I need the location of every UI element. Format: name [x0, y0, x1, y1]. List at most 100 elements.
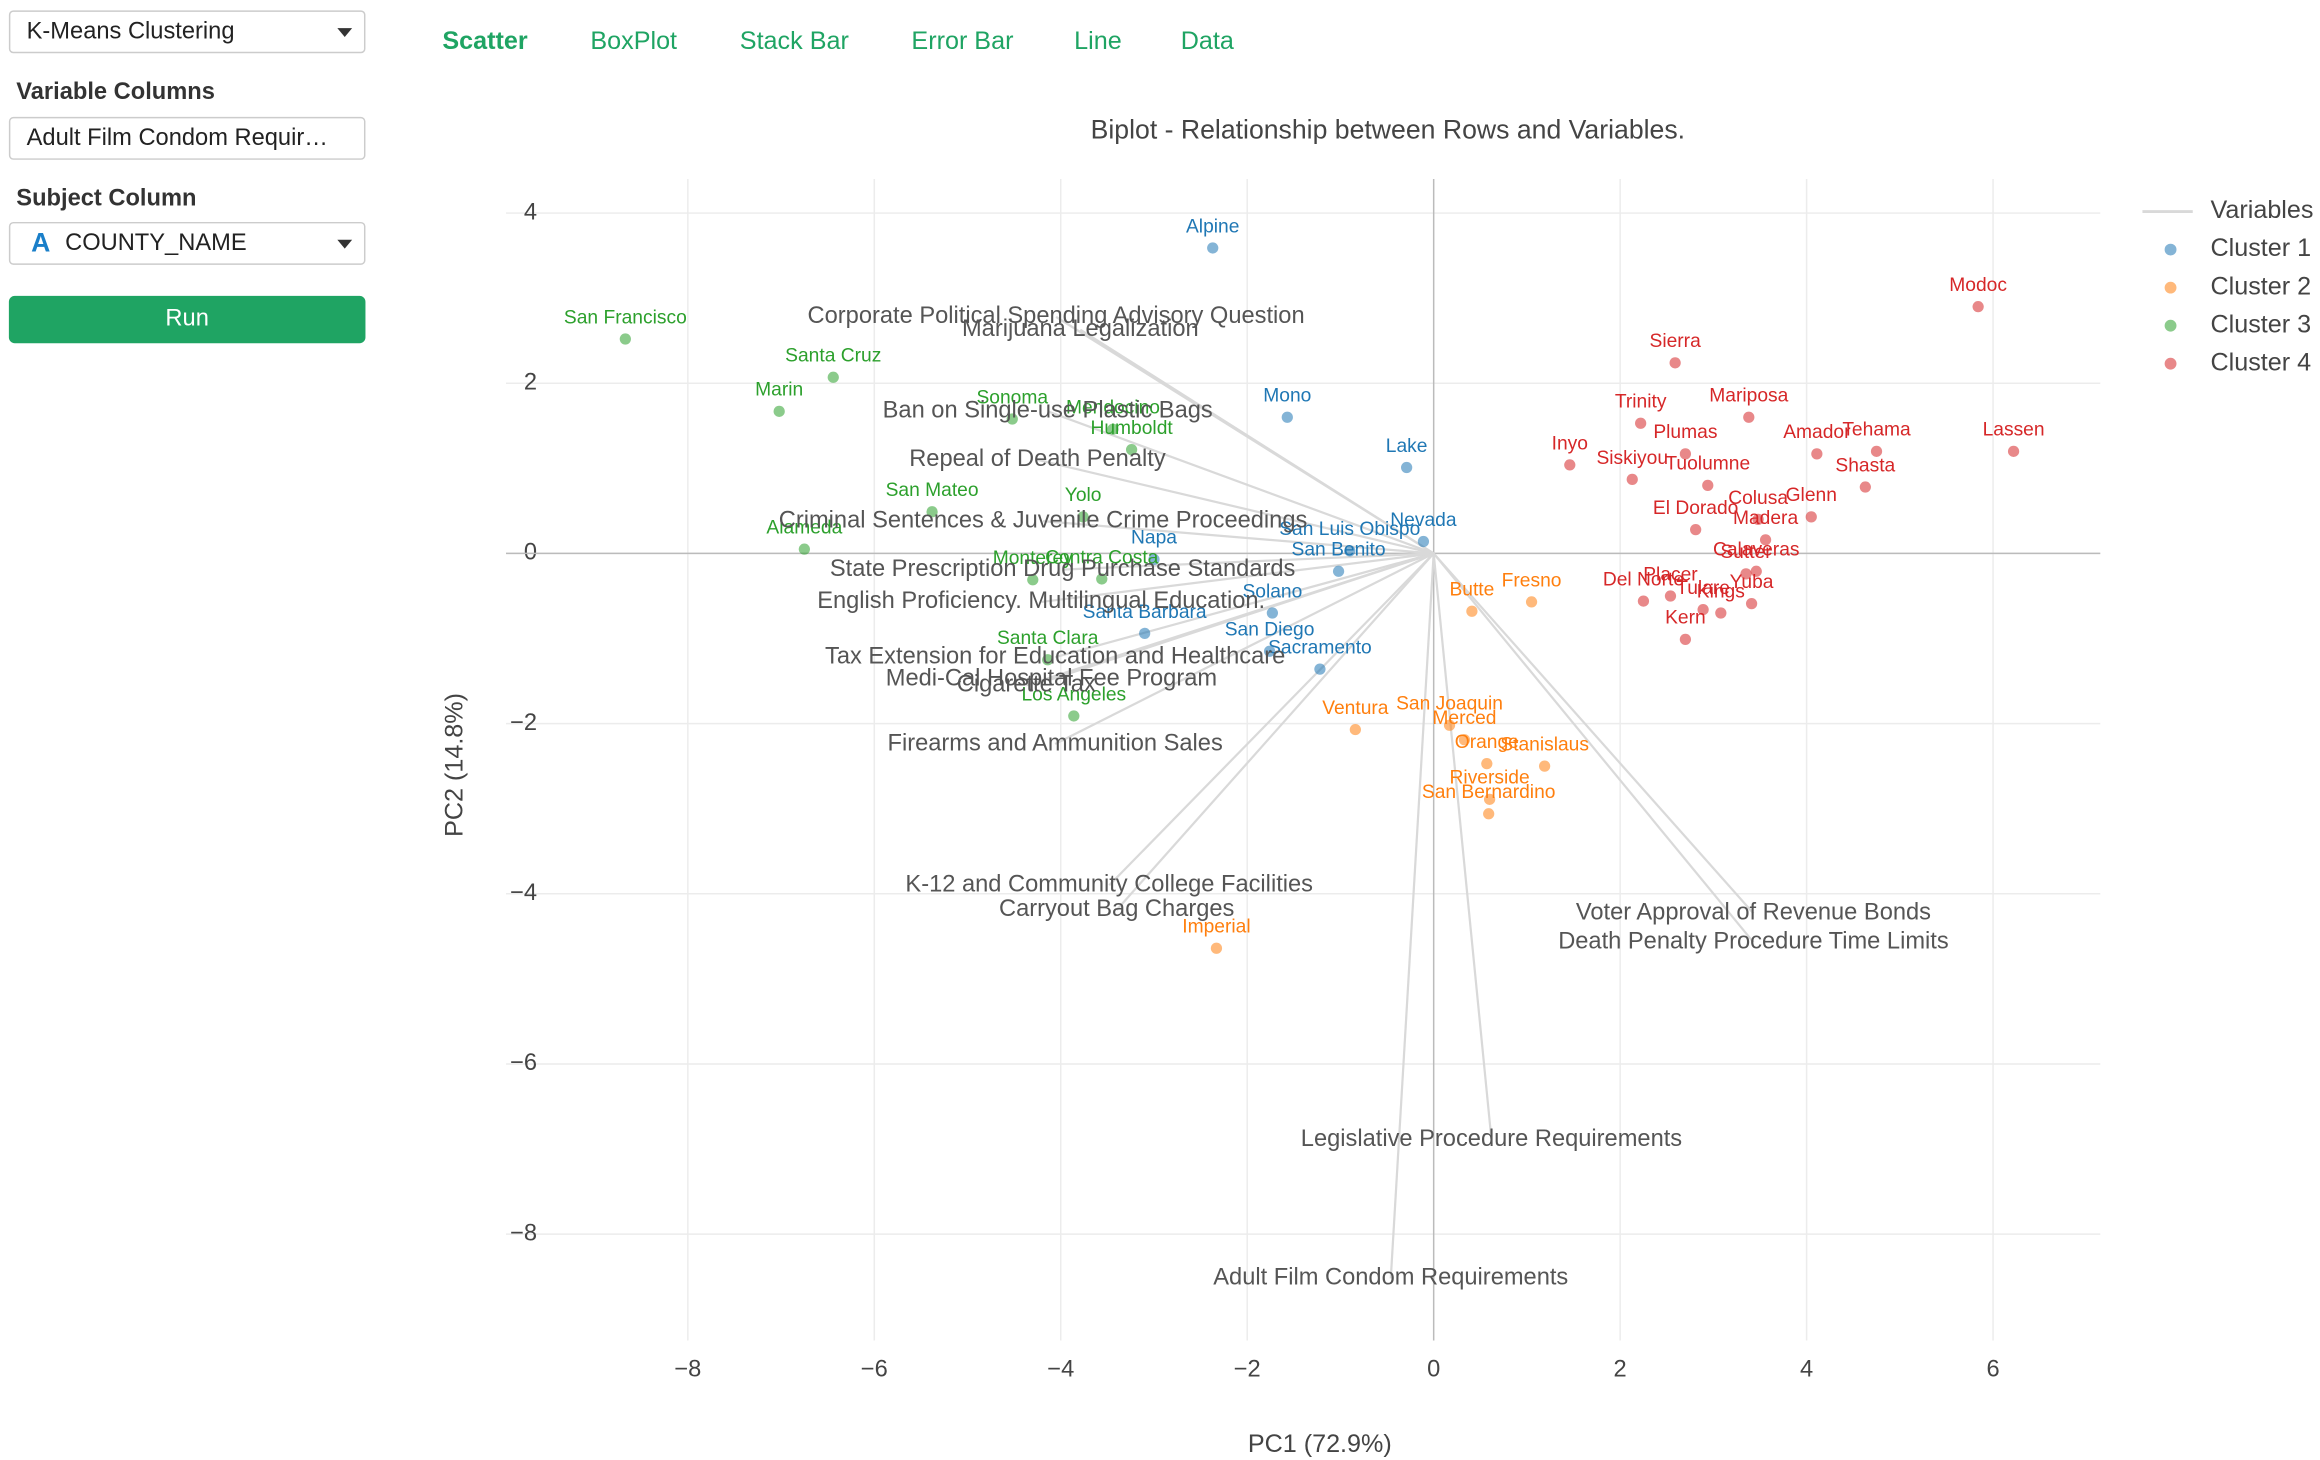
- run-button[interactable]: Run: [8, 295, 366, 344]
- point-label: Yolo: [1065, 485, 1102, 506]
- data-point: [1148, 553, 1160, 566]
- tab[interactable]: Data: [1180, 26, 1234, 55]
- x-tick-label: 4: [1800, 1356, 1813, 1382]
- legend-label: Cluster 1: [2211, 234, 2312, 262]
- data-point: [1006, 413, 1018, 425]
- point-label: Sutter: [1720, 542, 1772, 563]
- tab[interactable]: Line: [1074, 26, 1122, 55]
- point-label: Solano: [1242, 581, 1302, 602]
- point-label: San Benito: [1292, 540, 1386, 561]
- data-point: [1740, 568, 1752, 580]
- data-point: [1466, 605, 1478, 617]
- point-label: Kings: [1697, 581, 1745, 602]
- legend-symbol: [2164, 281, 2177, 294]
- y-tick-label: −6: [510, 1050, 537, 1076]
- data-point: [2007, 445, 2020, 457]
- data-point: [1679, 448, 1692, 460]
- point-label: San Joaquin: [1396, 694, 1503, 715]
- variable-vector: [1108, 552, 1435, 887]
- data-point: [1266, 607, 1279, 619]
- data-point: [773, 405, 785, 417]
- data-point: [1139, 627, 1151, 640]
- point-label: Contra Costa: [1045, 547, 1159, 568]
- data-point: [1207, 242, 1219, 254]
- point-label: Monterey: [993, 548, 1074, 569]
- point-label: Sierra: [1650, 331, 1702, 352]
- point-label: Sonoma: [976, 387, 1048, 408]
- variable-vector: [1432, 552, 1755, 943]
- point-label: San Luis Obispo: [1279, 519, 1420, 540]
- data-point: [1745, 598, 1758, 610]
- data-point: [1281, 411, 1293, 423]
- legend-symbol: [2164, 357, 2177, 370]
- variable-label: Cigarette Tax: [957, 672, 1096, 698]
- point-label: Riverside: [1450, 768, 1530, 789]
- point-label: Marin: [755, 380, 803, 401]
- tab[interactable]: Error Bar: [911, 26, 1014, 55]
- point-label: Santa Cruz: [785, 346, 881, 367]
- point-label: Placer: [1643, 564, 1698, 585]
- variable-label: K-12 and Community College Facilities: [905, 872, 1313, 898]
- variable-vector: [1041, 552, 1434, 604]
- variable-label: Repeal of Death Penalty: [909, 446, 1166, 472]
- variable-vector: [1047, 410, 1435, 555]
- data-point: [1811, 448, 1823, 460]
- point-label: Del Norte: [1603, 569, 1684, 590]
- data-point: [1125, 443, 1138, 456]
- point-label: Colusa: [1728, 488, 1788, 509]
- point-label: Butte: [1449, 580, 1494, 601]
- data-point: [1679, 633, 1692, 645]
- point-label: San Diego: [1225, 620, 1315, 641]
- data-point: [1669, 357, 1681, 369]
- variable-vector: [1432, 553, 1493, 1140]
- tab[interactable]: BoxPlot: [590, 26, 678, 55]
- x-tick-label: −2: [1234, 1356, 1261, 1382]
- variable-vector: [1054, 552, 1435, 746]
- data-point: [1525, 596, 1538, 608]
- point-label: Lake: [1386, 436, 1428, 457]
- point-label: Inyo: [1552, 433, 1588, 454]
- variable-label: Legislative Procedure Requirements: [1301, 1126, 1682, 1152]
- point-label: El Dorado: [1653, 498, 1738, 519]
- point-label: Merced: [1432, 708, 1496, 729]
- tab[interactable]: Stack Bar: [739, 26, 849, 55]
- data-point: [1715, 607, 1727, 619]
- variable-label: Corporate Political Spending Advisory Qu…: [808, 303, 1305, 329]
- x-tick-label: 2: [1614, 1356, 1627, 1382]
- point-label: Modoc: [1949, 275, 2007, 296]
- field-label: Variable Columns: [16, 79, 215, 106]
- data-point: [1805, 511, 1817, 523]
- variable-label: Medi-Cal Hospital Fee Program: [886, 666, 1217, 692]
- data-point: [1564, 459, 1576, 471]
- point-label: Yuba: [1730, 572, 1774, 593]
- data-point: [1483, 808, 1495, 820]
- data-point: [1483, 793, 1496, 805]
- caret: [337, 238, 353, 248]
- point-label: San Bernardino: [1422, 782, 1556, 803]
- data-point: [1068, 710, 1080, 722]
- variable-vector: [1115, 552, 1435, 911]
- data-point: [1458, 734, 1471, 746]
- variable-columns-input[interactable]: Adult Film Condom Requir…: [8, 116, 366, 160]
- point-label: Mariposa: [1709, 386, 1788, 407]
- tab[interactable]: Scatter: [442, 26, 528, 55]
- variable-label: Firearms and Ammunition Sales: [888, 730, 1223, 756]
- data-point: [1759, 534, 1772, 546]
- data-point: [1210, 942, 1223, 954]
- data-point: [1972, 301, 1984, 313]
- data-point: [926, 506, 938, 518]
- method-select[interactable]: K-Means Clustering: [8, 10, 366, 54]
- point-label: Shasta: [1835, 455, 1895, 476]
- point-label: Kern: [1665, 608, 1706, 629]
- y-tick-label: 0: [524, 540, 537, 566]
- point-label: Lassen: [1983, 420, 2045, 441]
- x-tick-label: −4: [1047, 1356, 1074, 1382]
- point-label: Imperial: [1182, 917, 1250, 938]
- data-point: [827, 371, 839, 383]
- data-point: [1697, 603, 1709, 616]
- variable-vector: [1054, 552, 1434, 659]
- subject-select[interactable]: A COUNTY_NAME: [8, 221, 366, 265]
- x-tick-label: −6: [861, 1356, 888, 1382]
- point-label: Orange: [1455, 732, 1519, 753]
